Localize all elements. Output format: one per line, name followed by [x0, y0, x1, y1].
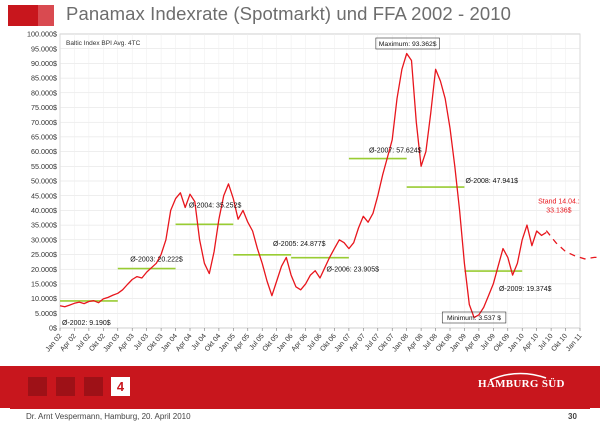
y-tick-label: 5.000$	[35, 309, 57, 318]
current-annotation-line2: 33.136$	[546, 208, 571, 215]
max-annotation: Maximum: 93.362$	[379, 41, 437, 48]
x-tick-label: Jan 11	[565, 333, 584, 353]
logo-mark	[8, 5, 54, 26]
x-tick-label: Apr 09	[464, 333, 483, 353]
y-tick-label: 90.000$	[31, 59, 57, 68]
y-tick-label: 20.000$	[31, 265, 57, 274]
chart-inner-label: Baltic Index BPI Avg. 4TC	[66, 40, 141, 47]
slide-header: Panamax Indexrate (Spotmarkt) und FFA 20…	[0, 0, 600, 32]
y-tick-label: 100.000$	[27, 30, 57, 39]
ffa-series-line	[545, 230, 600, 260]
chart-area: 0$ 5.000$ 10.000$ 15.000$ 20.000$ 25.000$ 30.0…	[0, 30, 600, 370]
brand-swoosh-icon	[489, 372, 547, 381]
nav-page-2-button[interactable]	[56, 377, 75, 396]
y-tick-label: 15.000$	[31, 280, 57, 289]
y-tick-label: 35.000$	[31, 221, 57, 230]
bpi-series-line	[59, 52, 547, 319]
min-annotation: Minimum: 3.537 $	[447, 315, 501, 322]
average-label: Ø-2004: 35.252$	[189, 202, 242, 209]
y-tick-label: 80.000$	[31, 88, 57, 97]
x-tick-label: Apr 07	[348, 333, 367, 353]
y-tick-label: 40.000$	[31, 206, 57, 215]
average-label: Ø-2007: 57.624$	[369, 148, 422, 155]
brand-logo: HAMBURG SÜD	[478, 378, 565, 390]
y-tick-label: 10.000$	[31, 294, 57, 303]
y-tick-label: 65.000$	[31, 133, 57, 142]
y-tick-label: 95.000$	[31, 44, 57, 53]
average-label: Ø-2003: 20.222$	[130, 257, 183, 264]
x-tick-label: Apr 08	[406, 333, 425, 353]
y-tick-label: 75.000$	[31, 103, 57, 112]
average-label: Ø-2006: 23.905$	[326, 267, 379, 274]
y-tick-label: 55.000$	[31, 162, 57, 171]
footer	[0, 408, 600, 430]
footer-divider	[10, 408, 590, 409]
current-annotation-line1: Stand 14.04.:	[538, 199, 580, 206]
slide-title: Panamax Indexrate (Spotmarkt) und FFA 20…	[66, 3, 512, 24]
max-annotation-box	[375, 37, 440, 50]
y-tick-label: 0$	[49, 324, 57, 333]
nav-page-1-button[interactable]	[28, 377, 47, 396]
y-tick-label: 50.000$	[31, 177, 57, 186]
y-tick-label: 85.000$	[31, 74, 57, 83]
average-label: Ø-2005: 24.877$	[273, 241, 326, 248]
min-annotation-box	[441, 311, 507, 324]
average-label: Ø-2002: 9.190$	[62, 320, 111, 327]
x-tick-label: Apr 05	[233, 333, 252, 353]
y-tick-label: 25.000$	[31, 250, 57, 259]
y-tick-label: 70.000$	[31, 118, 57, 127]
x-tick-label: Apr 04	[175, 333, 194, 353]
page-number: 30	[568, 412, 577, 421]
x-tick-label: Apr 03	[117, 333, 136, 353]
bpi-line-chart: 0$ 5.000$ 10.000$ 15.000$ 20.000$ 25.000$ 30.0…	[27, 30, 600, 353]
y-tick-label: 30.000$	[31, 235, 57, 244]
average-label: Ø-2008: 47.941$	[465, 178, 518, 185]
x-tick-label: Apr 02	[59, 333, 78, 353]
y-tick-label: 60.000$	[31, 147, 57, 156]
nav-page-3-button[interactable]	[84, 377, 103, 396]
average-label: Ø-2009: 19.374$	[499, 286, 552, 293]
x-tick-label: Apr 10	[522, 333, 541, 353]
x-tick-label: Apr 06	[290, 333, 309, 353]
footer-author: Dr. Arnt Vespermann, Hamburg, 20. April …	[26, 412, 191, 421]
nav-current-page[interactable]: 4	[111, 377, 130, 396]
y-tick-label: 45.000$	[31, 191, 57, 200]
